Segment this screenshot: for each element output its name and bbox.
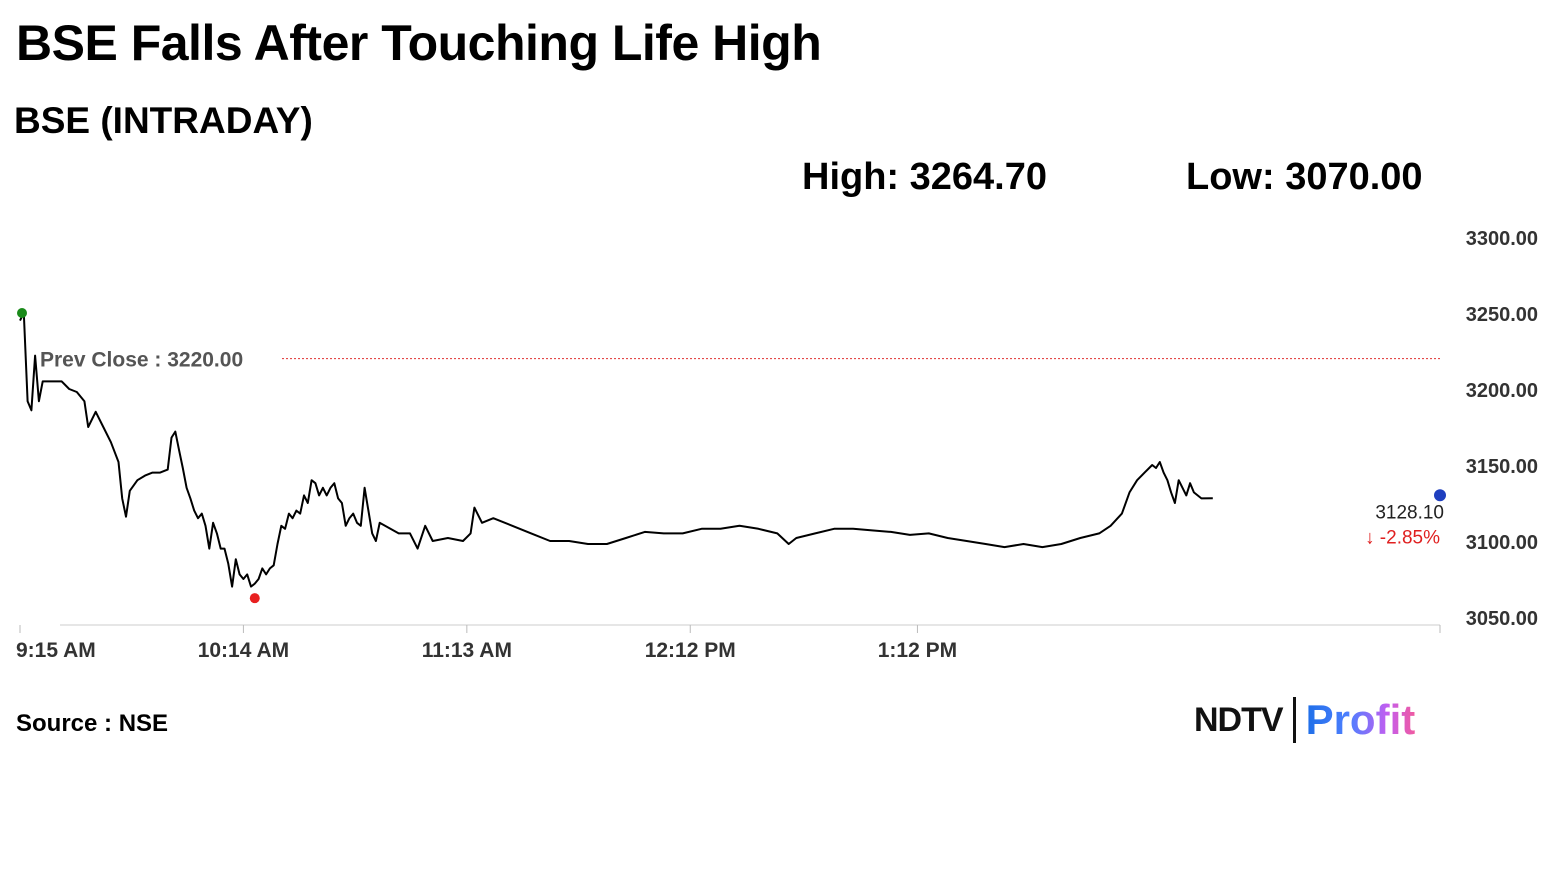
logo-ndtv-text: NDTV: [1194, 700, 1284, 739]
y-tick-label: 3200.00: [1466, 380, 1538, 402]
y-tick-label: 3100.00: [1466, 532, 1538, 554]
x-tick-label: 10:14 AM: [198, 639, 289, 662]
y-axis: 3300.00 3250.00 3200.00 3150.00 3100.00 3050.…: [1466, 228, 1538, 630]
chart-title: BSE (INTRADAY): [14, 100, 313, 141]
headline: BSE Falls After Touching Life High: [16, 15, 822, 71]
x-tick-label: 9:15 AM: [16, 639, 96, 662]
x-tick-label: 11:13 AM: [422, 639, 512, 662]
logo-profit-text: Profit: [1305, 696, 1416, 743]
day-high-stat: High: 3264.70: [802, 156, 1047, 198]
percent-change-label: ↓ -2.85%: [1365, 527, 1440, 548]
last-price-label: 3128.10: [1375, 502, 1444, 523]
y-tick-label: 3150.00: [1466, 456, 1538, 478]
intraday-line-chart: 3300.00 3250.00 3200.00 3150.00 3100.00 3050.…: [16, 228, 1538, 662]
y-tick-label: 3300.00: [1466, 228, 1538, 250]
y-tick-label: 3050.00: [1466, 608, 1538, 630]
day-high-marker: [17, 308, 27, 318]
x-tick-label: 12:12 PM: [645, 639, 736, 662]
price-series-line: [19, 312, 1213, 588]
day-low-marker: [249, 593, 260, 604]
y-tick-label: 3250.00: [1466, 304, 1538, 326]
x-axis: 9:15 AM 10:14 AM 11:13 AM 12:12 PM 1:12 PM: [16, 624, 1441, 662]
prev-close-label: Prev Close : 3220.00: [40, 349, 243, 372]
logo-divider: [1292, 697, 1296, 743]
source-note: Source : NSE: [16, 710, 169, 737]
last-price-marker: [1434, 489, 1446, 502]
x-tick-label: 1:12 PM: [878, 639, 957, 662]
day-low-stat: Low: 3070.00: [1186, 156, 1423, 198]
ndtv-profit-logo: NDTV Profit: [1194, 694, 1415, 746]
